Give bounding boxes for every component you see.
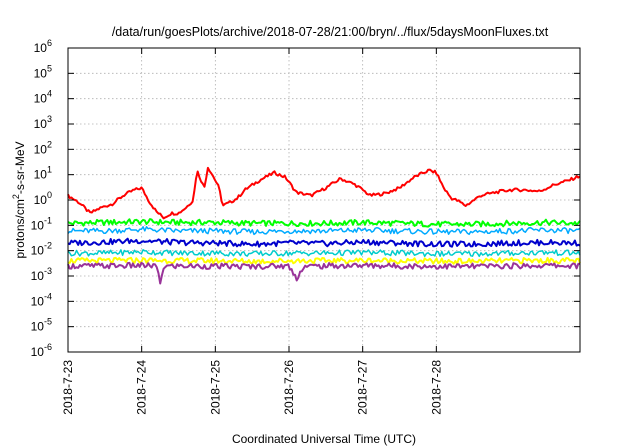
y-tick-label-exponent: 0 — [47, 190, 52, 200]
x-tick-label: 2018-7-23 — [61, 360, 75, 415]
y-tick-label: 101 — [34, 165, 52, 182]
y-tick-label-exponent: -3 — [44, 266, 52, 276]
y-tick-label-base: 10 — [34, 41, 48, 55]
y-tick-label: 10-6 — [31, 342, 52, 359]
y-tick-label-base: 10 — [31, 218, 45, 232]
x-tick-label: 2018-7-25 — [208, 360, 222, 415]
y-tick-label-base: 10 — [31, 269, 45, 283]
y-tick-label-exponent: 1 — [47, 165, 52, 175]
y-tick-label-exponent: -4 — [44, 291, 52, 301]
y-tick-label-exponent: 3 — [47, 114, 52, 124]
y-tick-label-exponent: 6 — [47, 38, 52, 48]
x-tick-label: 2018-7-26 — [282, 360, 296, 415]
y-axis-label-prefix: protons/cm — [13, 199, 27, 258]
y-tick-label-exponent: -1 — [44, 215, 52, 225]
ticks — [67, 47, 580, 353]
y-tick-label-exponent: 5 — [47, 63, 52, 73]
series-line-1 — [67, 218, 581, 228]
y-tick-label: 102 — [34, 139, 52, 156]
y-tick-label: 10-3 — [31, 266, 52, 283]
y-tick-label-base: 10 — [34, 142, 48, 156]
y-axis-label-sup: 2 — [11, 194, 21, 199]
tick-labels: 10-610-510-410-310-210-11001011021031041… — [31, 38, 444, 415]
y-tick-label: 103 — [34, 114, 52, 131]
y-tick-label-base: 10 — [34, 92, 48, 106]
x-tick-label: 2018-7-24 — [135, 360, 149, 415]
y-tick-label-exponent: -5 — [44, 317, 52, 327]
y-tick-label-base: 10 — [31, 294, 45, 308]
y-tick-label-exponent: 4 — [47, 89, 52, 99]
y-tick-label-base: 10 — [31, 320, 45, 334]
x-tick-label: 2018-7-27 — [356, 360, 370, 415]
y-tick-label: 105 — [34, 63, 52, 80]
y-tick-label-base: 10 — [34, 193, 48, 207]
y-axis-label: protons/cm2-s-sr-MeV — [11, 141, 27, 258]
y-axis-label-suffix: -s-sr-MeV — [13, 141, 27, 194]
y-tick-label: 10-5 — [31, 317, 52, 334]
y-tick-label-base: 10 — [34, 66, 48, 80]
y-tick-label-exponent: 2 — [47, 139, 52, 149]
y-tick-label: 100 — [34, 190, 52, 207]
y-tick-label: 106 — [34, 38, 52, 55]
x-axis-label: Coordinated Universal Time (UTC) — [232, 432, 416, 446]
series-line-4 — [67, 249, 581, 258]
y-tick-label-base: 10 — [31, 244, 45, 258]
chart-title: /data/run/goesPlots/archive/2018-07-28/2… — [112, 25, 549, 39]
y-tick-label: 10-1 — [31, 215, 52, 232]
y-tick-label-exponent: -2 — [44, 241, 52, 251]
series-line-0 — [67, 166, 581, 220]
series-layer — [67, 166, 581, 285]
y-tick-label-exponent: -6 — [44, 342, 52, 352]
y-tick-label: 10-4 — [31, 291, 52, 308]
x-tick-label: 2018-7-28 — [429, 360, 443, 415]
y-tick-label-base: 10 — [34, 168, 48, 182]
series-line-6 — [67, 261, 581, 285]
y-tick-label-base: 10 — [34, 117, 48, 131]
y-tick-label: 104 — [34, 89, 52, 106]
series-line-2 — [67, 226, 581, 236]
y-tick-label-base: 10 — [31, 345, 45, 359]
series-line-5 — [67, 256, 581, 265]
series-line-3 — [67, 237, 581, 248]
y-tick-label: 10-2 — [31, 241, 52, 258]
